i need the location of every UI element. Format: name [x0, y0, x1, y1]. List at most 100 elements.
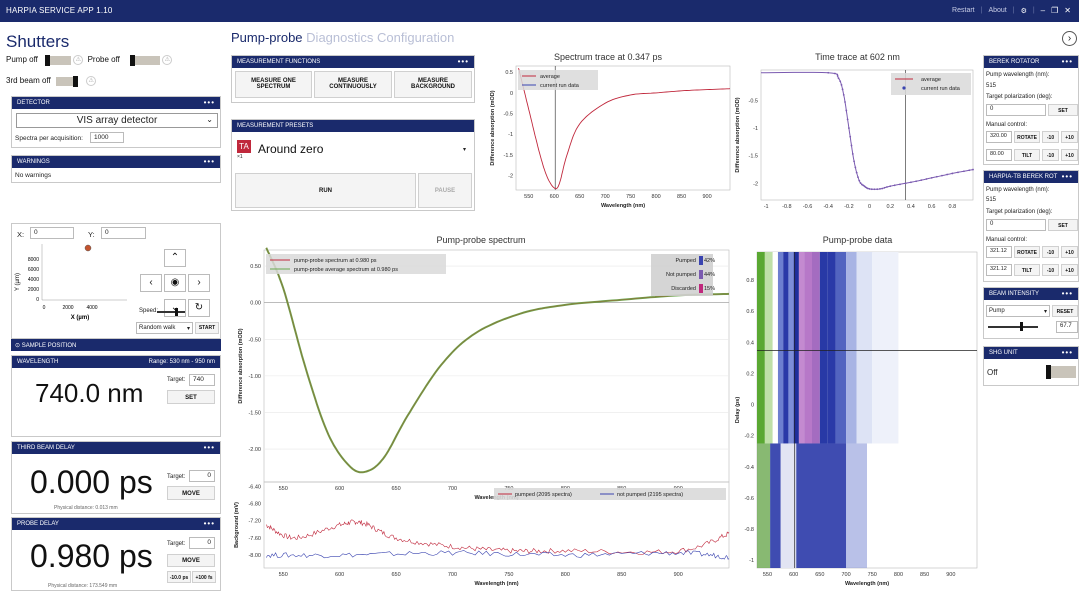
x-tick-label: -1 — [764, 204, 769, 208]
gear-icon[interactable]: ⚙ — [1020, 7, 1027, 15]
pump-probe-spectrum-chart[interactable]: 0.50 0.00 -0.50 -1.00 -1.50 -2.00 550 600 650 700… — [228, 246, 733, 592]
third-shutter-toggle[interactable] — [56, 75, 79, 87]
measure-background-button[interactable]: MEASURE BACKGROUND — [394, 71, 472, 98]
pump-shutter-toggle[interactable] — [45, 54, 72, 66]
probe-shutter-toggle[interactable] — [130, 54, 161, 66]
heatmap-cell — [777, 252, 784, 444]
x-tick-label: -0.2 — [844, 204, 853, 208]
minimize-button[interactable]: – — [1040, 6, 1046, 15]
x-input[interactable]: 0 — [30, 227, 74, 239]
berek-rotate-button[interactable]: ROTATE — [1014, 131, 1040, 143]
third-target-input[interactable]: 0 — [189, 470, 215, 482]
detector-panel: DETECTOR ••• VIS array detector ⌄ Spectra … — [11, 96, 221, 148]
tab-pump-probe[interactable]: Pump-probe — [231, 30, 303, 45]
berek2-rotate-button[interactable]: ROTATE — [1014, 246, 1040, 258]
tab-configuration[interactable]: Configuration — [377, 30, 455, 45]
center-target-button[interactable]: ◉ — [164, 274, 186, 292]
beam-menu-icon[interactable]: ••• — [1061, 289, 1073, 298]
close-button[interactable]: ✕ — [1064, 6, 1071, 15]
heatmap-cell — [783, 252, 789, 444]
start-button[interactable]: START — [195, 322, 219, 334]
next-arrow-button[interactable]: › — [1062, 31, 1077, 46]
berek-tilt-plus[interactable]: +10 — [1061, 149, 1078, 161]
data-point — [853, 160, 855, 163]
berek2-tilt-input[interactable]: 321.12 — [986, 264, 1012, 276]
right-arrow-button[interactable]: › — [188, 274, 210, 292]
berek2-rotate-plus[interactable]: +10 — [1061, 246, 1078, 258]
y-tick-label: -1 — [508, 132, 513, 138]
berek2-tilt-button[interactable]: TILT — [1014, 264, 1040, 276]
run-button[interactable]: RUN — [235, 173, 416, 208]
measure-continuously-button[interactable]: MEASURE CONTINUOUSLY — [314, 71, 392, 98]
berek-tilt-minus[interactable]: -10 — [1042, 149, 1059, 161]
berek-rotate-plus[interactable]: +10 — [1061, 131, 1078, 143]
berek-rotate-minus[interactable]: -10 — [1042, 131, 1059, 143]
pause-button[interactable]: PAUSE — [418, 173, 472, 208]
data-point — [848, 127, 850, 129]
probe-minus-button[interactable]: -10.0 ps — [167, 571, 191, 583]
berek-set-button[interactable]: SET — [1048, 104, 1078, 116]
berek2-rotate-minus[interactable]: -10 — [1042, 246, 1059, 258]
bg-series-line — [266, 519, 730, 555]
berek-rotate-input[interactable]: 320.00 — [986, 131, 1012, 143]
wavelength-set-button[interactable]: SET — [167, 390, 215, 404]
restore-button[interactable]: ❐ — [1051, 6, 1059, 15]
shg-menu-icon[interactable]: ••• — [1061, 348, 1073, 357]
probe-move-button[interactable]: MOVE — [167, 554, 215, 567]
probe-plus-button[interactable]: +100 fs — [192, 571, 216, 583]
sample-map[interactable]: Y (µm) 8000 6000 4000 2000 0 0 2000 4000… — [12, 240, 132, 324]
berek-tilt-button[interactable]: TILT — [1014, 149, 1040, 161]
speed-slider[interactable] — [157, 308, 185, 316]
legend-swatch — [902, 86, 906, 90]
third-delay-menu-icon[interactable]: ••• — [203, 443, 215, 452]
data-point — [855, 171, 858, 174]
berek-tilt-input[interactable]: 80.00 — [986, 149, 1012, 161]
walk-mode-select[interactable]: Random walk ▾ — [136, 322, 193, 334]
y-input[interactable]: 0 — [101, 227, 146, 239]
detector-select[interactable]: VIS array detector ⌄ — [16, 113, 218, 128]
preset-dropdown-icon[interactable]: ▾ — [462, 147, 466, 153]
time-trace-chart[interactable]: -0.5 -1 -1.5 -2 -1 -0.8 -0.6 -0.4 -0.2 0 0.2 0.4 0.6… — [733, 62, 981, 208]
beam-value-input[interactable]: 67.7 — [1056, 321, 1078, 333]
berek-tp-input[interactable]: 0 — [986, 104, 1046, 116]
third-move-button[interactable]: MOVE — [167, 486, 215, 500]
up-arrow-button[interactable]: ⌃ — [164, 249, 186, 267]
detector-menu-icon[interactable]: ••• — [203, 98, 215, 107]
spectra-input[interactable]: 1000 — [90, 132, 124, 143]
about-link[interactable]: About — [988, 7, 1007, 14]
sample-position-toggle[interactable]: ⊙ SAMPLE POSITION — [11, 339, 221, 351]
beam-mode-select[interactable]: Pump ▾ — [986, 305, 1050, 317]
pump-probe-data-heatmap[interactable]: 0.8 0.6 0.4 0.2 0 -0.2 -0.4 -0.6 -0.8 -1 550 600 650… — [733, 246, 981, 592]
heatmap-cell — [764, 252, 773, 444]
berek2-tilt-plus[interactable]: +10 — [1061, 264, 1078, 276]
functions-menu-icon[interactable]: ••• — [457, 57, 469, 66]
berek2-tilt-minus[interactable]: -10 — [1042, 264, 1059, 276]
series-line-spectrum — [265, 247, 730, 473]
berek2-tp-input[interactable]: 0 — [986, 219, 1046, 231]
measure-one-button[interactable]: MEASURE ONE SPECTRUM — [235, 71, 312, 98]
x-tick-label: 600 — [335, 486, 344, 492]
berek-menu-icon[interactable]: ••• — [1061, 57, 1073, 66]
spectrum-trace-chart[interactable]: 0.5 0 -0.5 -1 -1.5 -2 550 600 650 700 750 800 850 900… — [478, 62, 740, 208]
data-point — [941, 174, 943, 177]
beam-reset-button[interactable]: RESET — [1052, 305, 1078, 317]
wavelength-target-input[interactable]: 740 — [189, 374, 215, 386]
pump-probe-spectrum-title: Pump-probe spectrum — [436, 235, 526, 245]
y-axis-label: Difference absorption (mOD) — [490, 90, 496, 165]
heatmap-cell — [804, 252, 812, 444]
probe-target-input[interactable]: 0 — [189, 537, 215, 549]
berek2-set-button[interactable]: SET — [1048, 219, 1078, 231]
berek2-menu-icon[interactable]: ••• — [1061, 172, 1073, 181]
berek-header: BEREK ROTATOR ••• — [984, 56, 1078, 68]
probe-delay-menu-icon[interactable]: ••• — [203, 519, 215, 528]
bg-x-axis-label: Wavelength (nm) — [474, 581, 518, 587]
berek2-rotate-input[interactable]: 321.12 — [986, 246, 1012, 258]
tab-diagnostics[interactable]: Diagnostics — [306, 30, 374, 45]
refresh-icon[interactable]: ↻ — [188, 299, 210, 317]
warnings-menu-icon[interactable]: ••• — [203, 157, 215, 166]
beam-intensity-slider[interactable] — [988, 322, 1038, 331]
shg-toggle[interactable] — [1046, 365, 1076, 379]
left-arrow-button[interactable]: ‹ — [140, 274, 162, 292]
restart-link[interactable]: Restart — [952, 7, 975, 14]
preset-name[interactable]: Around zero — [258, 142, 324, 156]
